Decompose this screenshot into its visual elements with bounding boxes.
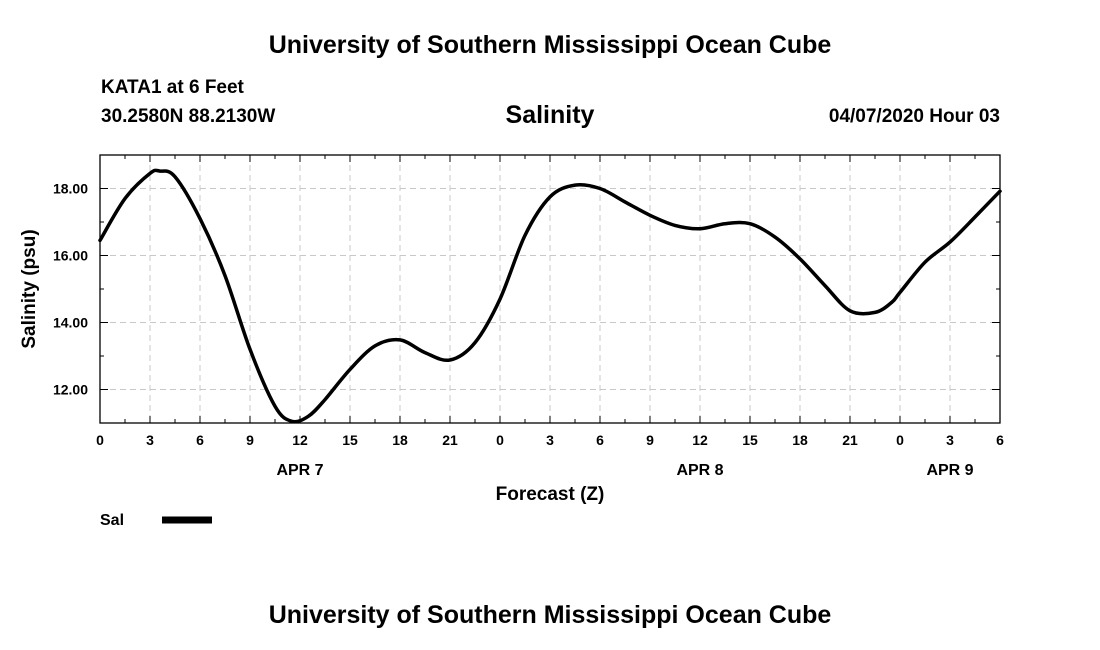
y-axis-title: Salinity (psu) <box>19 229 40 348</box>
legend: Sal <box>100 512 212 529</box>
x-tick-label: 3 <box>546 432 554 448</box>
y-tick-label: 16.00 <box>53 248 88 264</box>
day-label: APR 9 <box>926 462 973 479</box>
x-tick-label: 15 <box>342 432 358 448</box>
x-tick-label: 12 <box>692 432 708 448</box>
grid-lines <box>100 155 1000 423</box>
station-label: KATA1 at 6 Feet <box>101 77 244 98</box>
x-tick-label: 0 <box>496 432 504 448</box>
x-tick-label: 15 <box>742 432 758 448</box>
day-label: APR 8 <box>676 462 723 479</box>
x-tick-label: 6 <box>596 432 604 448</box>
run-timestamp: 04/07/2020 Hour 03 <box>828 106 1000 127</box>
x-tick-label: 6 <box>196 432 204 448</box>
x-tick-label: 9 <box>246 432 254 448</box>
day-label: APR 7 <box>276 462 323 479</box>
y-tick-label: 12.00 <box>53 382 88 398</box>
x-tick-label: 3 <box>146 432 154 448</box>
salinity-series-line <box>98 168 1002 424</box>
x-tick-label: 18 <box>792 432 808 448</box>
x-tick-label: 21 <box>842 432 858 448</box>
x-tick-label: 0 <box>896 432 904 448</box>
x-tick-label: 6 <box>996 432 1004 448</box>
y-tick-label: 14.00 <box>53 315 88 331</box>
y-tick-label: 18.00 <box>53 181 88 197</box>
x-tick-label: 9 <box>646 432 654 448</box>
page-title: University of Southern Mississippi Ocean… <box>268 31 832 59</box>
axis-labels: 0 3 6 9 12 15 18 21 0 3 6 9 12 15 18 21 0 3 6 12.00 14.00 16.… <box>53 181 1004 480</box>
x-tick-label: 0 <box>96 432 104 448</box>
x-tick-label: 18 <box>392 432 408 448</box>
footer-title: University of Southern Mississippi Ocean… <box>268 601 832 629</box>
legend-label: Sal <box>100 512 124 529</box>
station-coordinates: 30.2580N 88.2130W <box>101 106 276 127</box>
chart-title: Salinity <box>505 101 595 129</box>
x-tick-label: 12 <box>292 432 308 448</box>
x-axis-title: Forecast (Z) <box>496 484 605 505</box>
plot-frame <box>99 154 1001 424</box>
x-tick-label: 3 <box>946 432 954 448</box>
x-tick-label: 21 <box>442 432 458 448</box>
